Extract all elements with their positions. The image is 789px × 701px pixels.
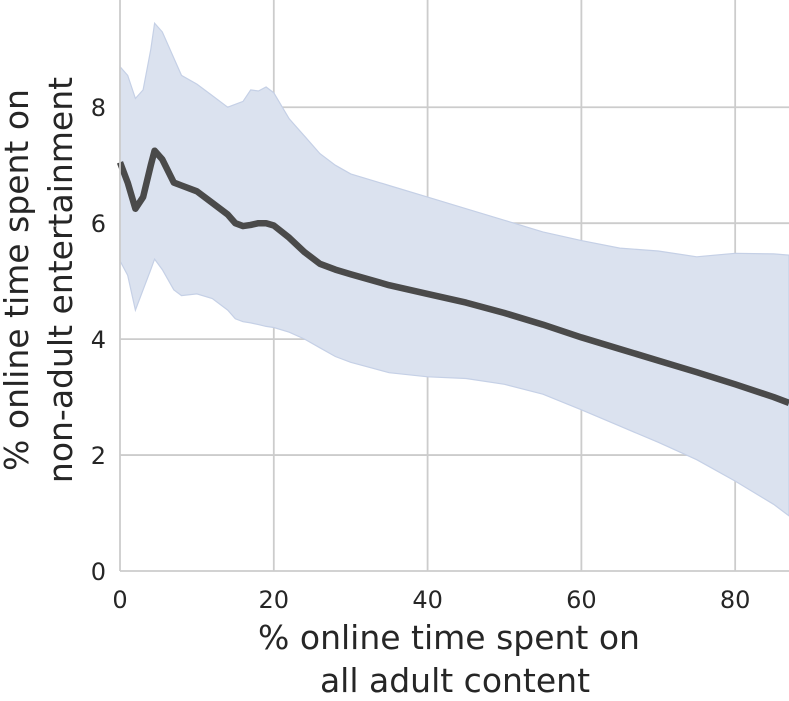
x-axis-label-line-2: all adult content xyxy=(320,661,590,700)
y-axis-label-line-1: % online time spent on xyxy=(0,89,36,471)
axis-spines xyxy=(119,0,789,572)
y-tick-label-4: 4 xyxy=(91,326,106,354)
y-tick-label-0: 0 xyxy=(91,558,106,586)
x-tick-labels: 0 20 40 60 80 xyxy=(112,586,750,614)
series-line-layer xyxy=(116,147,789,406)
confidence-band-layer xyxy=(119,21,789,517)
x-tick-label-40: 40 xyxy=(412,586,443,614)
y-tick-label-6: 6 xyxy=(91,210,106,238)
y-axis-label-line-2: non-adult entertainment xyxy=(41,77,80,483)
y-tick-labels: 0 2 4 6 8 xyxy=(91,94,106,586)
series-line-0 xyxy=(116,147,789,406)
y-tick-label-2: 2 xyxy=(91,442,106,470)
x-tick-label-60: 60 xyxy=(566,586,597,614)
x-axis-label-line-1: % online time spent on xyxy=(258,618,640,657)
x-axis-label: % online time spent on all adult content xyxy=(258,618,640,700)
x-tick-label-80: 80 xyxy=(720,586,751,614)
y-axis-label: % online time spent on non-adult enterta… xyxy=(0,77,80,483)
confidence-band-0 xyxy=(119,21,789,517)
y-tick-label-8: 8 xyxy=(91,94,106,122)
x-tick-label-20: 20 xyxy=(259,586,290,614)
x-tick-label-0: 0 xyxy=(112,586,127,614)
